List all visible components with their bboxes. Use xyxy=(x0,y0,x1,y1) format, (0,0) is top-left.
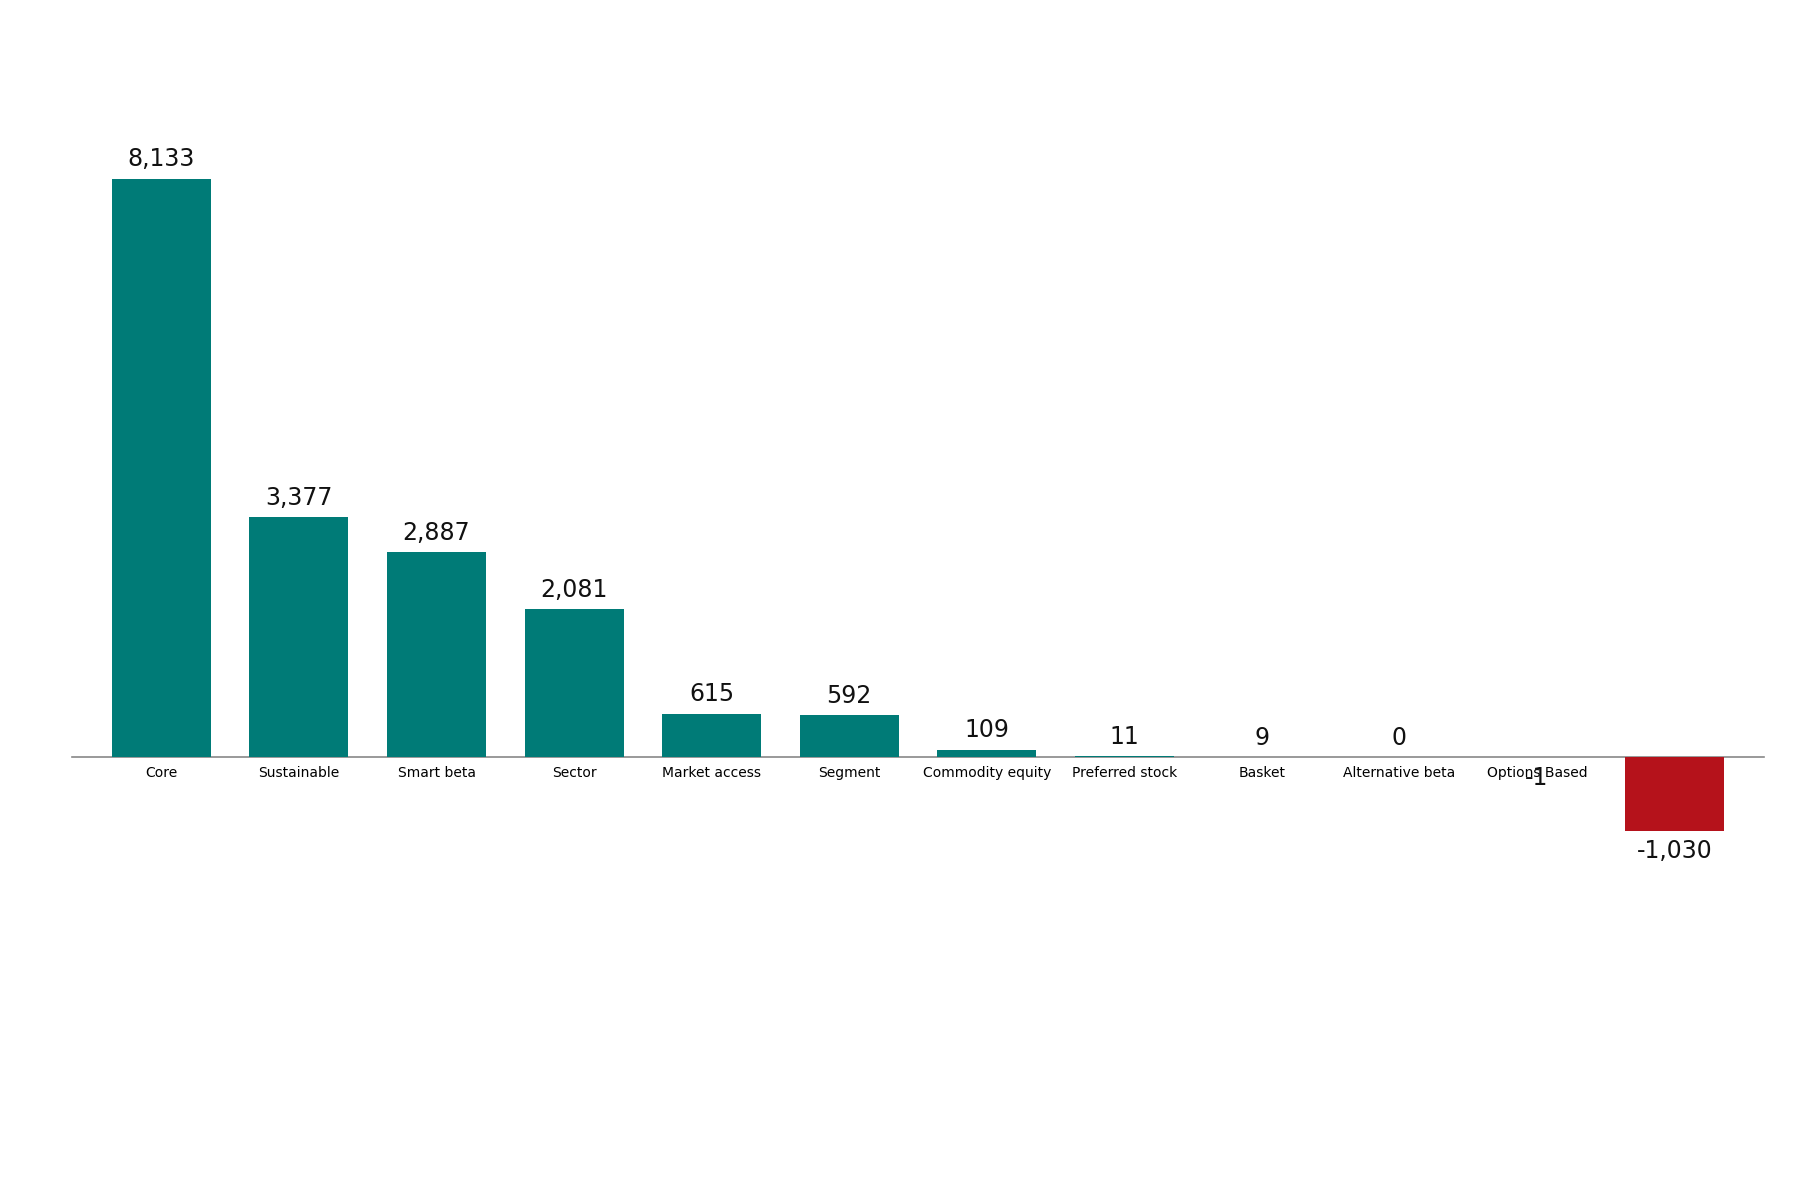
Text: -1,030: -1,030 xyxy=(1636,839,1712,863)
Bar xyxy=(662,714,761,757)
Bar xyxy=(524,610,623,757)
Bar xyxy=(938,750,1037,757)
Text: 0: 0 xyxy=(1391,726,1408,750)
Text: 2,081: 2,081 xyxy=(540,578,608,602)
Text: 11: 11 xyxy=(1109,725,1139,749)
Text: 592: 592 xyxy=(826,684,871,708)
Bar xyxy=(1625,757,1724,830)
Text: 109: 109 xyxy=(965,719,1010,743)
Text: 9: 9 xyxy=(1255,726,1269,750)
Text: 2,887: 2,887 xyxy=(403,521,470,545)
Bar xyxy=(387,552,486,757)
Bar xyxy=(799,715,898,757)
Text: 615: 615 xyxy=(689,683,734,707)
Bar xyxy=(112,179,211,757)
Bar xyxy=(250,517,349,757)
Text: 3,377: 3,377 xyxy=(265,486,333,510)
Text: 8,133: 8,133 xyxy=(128,148,194,172)
Text: -1: -1 xyxy=(1525,766,1548,790)
